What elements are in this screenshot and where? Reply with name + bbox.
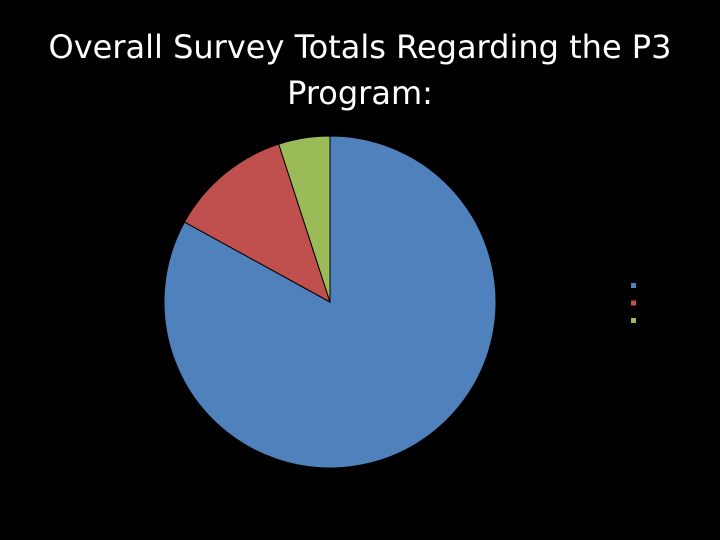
chart-title: Overall Survey Totals Regarding the P3 P… <box>48 28 672 112</box>
pie-slice <box>183 143 331 304</box>
legend-marker <box>631 283 636 288</box>
legend-marker <box>631 318 636 323</box>
pie-slice <box>278 135 331 303</box>
legend-marker <box>631 300 636 306</box>
